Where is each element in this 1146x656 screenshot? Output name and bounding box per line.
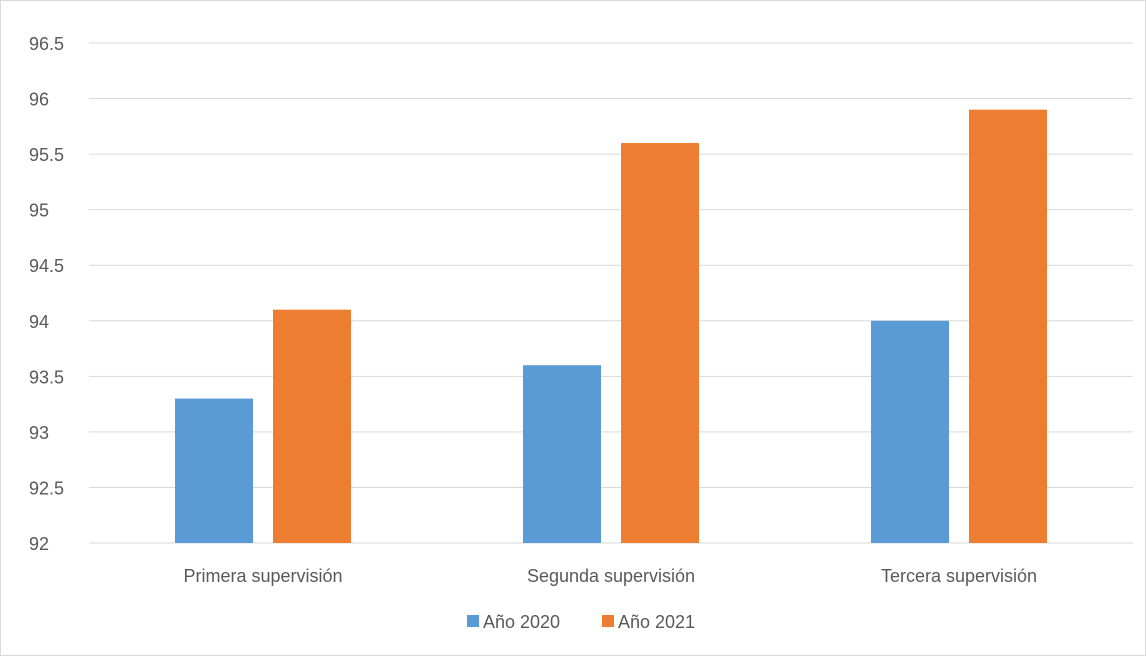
x-tick-label: Segunda supervisión: [527, 566, 695, 586]
legend: Año 2020 Año 2021: [467, 612, 695, 632]
y-tick-label: 96: [29, 90, 49, 110]
y-tick-label: 96.5: [29, 34, 64, 54]
y-tick-label: 92.5: [29, 478, 64, 498]
bar-2020-2: [523, 365, 601, 543]
y-tick-label: 93: [29, 423, 49, 443]
y-axis-ticks: 92 92.5 93 93.5 94 94.5 95 95.5 96 96.5: [29, 34, 64, 554]
y-tick-label: 94: [29, 312, 49, 332]
legend-swatch: [602, 615, 614, 627]
legend-swatch: [467, 615, 479, 627]
y-tick-label: 95: [29, 201, 49, 221]
x-axis-ticks: Primera supervisión Segunda supervisión Te…: [183, 566, 1037, 586]
bar-2021-3: [969, 109, 1047, 544]
legend-label: Año 2021: [618, 612, 695, 632]
y-tick-label: 95.5: [29, 145, 64, 165]
y-tick-label: 93.5: [29, 367, 64, 387]
bars: [175, 109, 1047, 544]
y-tick-label: 92: [29, 534, 49, 554]
gridlines: [89, 42, 1133, 544]
bar-2021-1: [273, 309, 351, 543]
bar-2021-2: [621, 143, 699, 543]
x-tick-label: Tercera supervisión: [881, 566, 1037, 586]
bar-2020-1: [175, 398, 253, 543]
legend-label: Año 2020: [483, 612, 560, 632]
x-tick-label: Primera supervisión: [183, 566, 342, 586]
bar-2020-3: [871, 320, 949, 543]
y-tick-label: 94.5: [29, 256, 64, 276]
